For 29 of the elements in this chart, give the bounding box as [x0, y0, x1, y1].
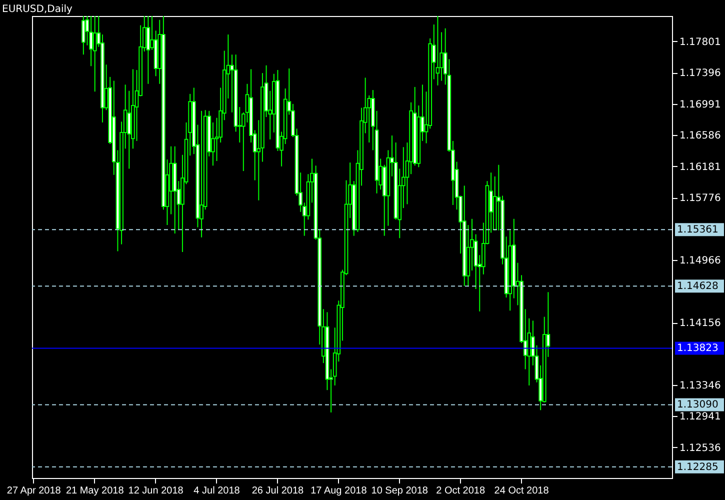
candlestick [200, 110, 204, 238]
y-tick-label: 1.16586 [680, 130, 721, 142]
x-tick-label: 12 Jun 2018 [128, 486, 184, 496]
x-tick-label: 26 Jul 2018 [252, 486, 304, 496]
y-tick-label: 1.15776 [680, 193, 721, 204]
y-tick-label: 1.16991 [680, 99, 721, 110]
candlestick [92, 16, 97, 92]
x-tick-label: 21 May 2018 [66, 486, 124, 496]
x-tick-label: 24 Oct 2018 [494, 486, 550, 496]
ref-line-label: 1.15361 [677, 224, 718, 236]
y-tick-label: 1.14966 [680, 256, 721, 267]
x-tick-label: 17 Aug 2018 [310, 486, 368, 496]
ref-line-label: 1.13090 [677, 400, 718, 411]
y-tick-label: 1.17801 [680, 36, 721, 48]
ref-line-label: 1.12285 [677, 462, 718, 473]
y-tick-label: 1.13346 [680, 380, 721, 392]
y-tick-label: 1.17396 [680, 68, 721, 80]
y-tick-label: 1.12941 [680, 412, 721, 423]
x-tick-label: 27 Apr 2018 [6, 486, 62, 496]
y-tick-label: 1.14156 [680, 318, 721, 330]
x-tick-label: 4 Jul 2018 [194, 486, 240, 496]
ref-line-label: 1.13823 [677, 343, 718, 354]
y-tick-label: 1.16181 [680, 162, 721, 173]
chart-title: EURUSD,Daily [2, 4, 73, 15]
ref-line-label: 1.14628 [677, 281, 718, 292]
candlestick [436, 16, 440, 86]
x-tick-label: 2 Oct 2018 [436, 486, 486, 496]
y-tick-label: 1.12536 [680, 442, 721, 454]
x-tick-label: 10 Sep 2018 [371, 486, 428, 496]
